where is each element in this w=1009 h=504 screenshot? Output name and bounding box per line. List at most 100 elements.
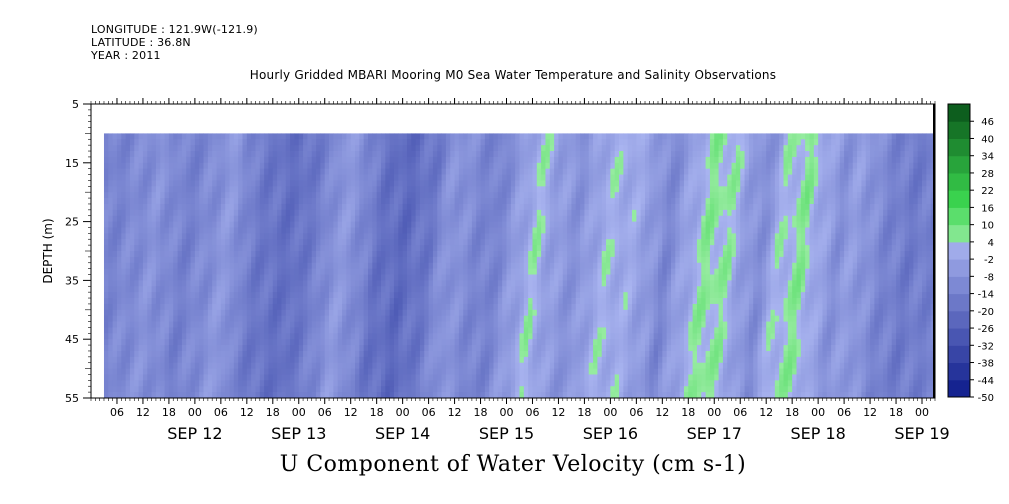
heatmap-cell <box>303 221 308 228</box>
heatmap-cell <box>203 286 209 293</box>
heatmap-cell <box>212 145 217 152</box>
heatmap-cell <box>437 239 442 246</box>
heatmap-cell <box>229 251 235 258</box>
heatmap-cell <box>272 356 278 364</box>
heatmap-cell <box>398 280 404 287</box>
heatmap-cell <box>476 327 481 334</box>
heatmap-cell <box>493 274 499 281</box>
heatmap-cell <box>359 386 365 393</box>
heatmap-cell <box>281 350 287 358</box>
heatmap-cell <box>121 198 127 205</box>
heatmap-cell <box>190 333 196 340</box>
heatmap-cell <box>350 274 356 281</box>
heatmap-cell <box>294 350 300 358</box>
heatmap-cell <box>562 233 568 240</box>
heatmap-cell <box>432 321 438 328</box>
heatmap-cell <box>467 368 473 375</box>
heatmap-cell <box>562 286 568 293</box>
heatmap-cell <box>160 209 165 217</box>
heatmap-cell <box>168 327 174 334</box>
heatmap-cell <box>134 221 140 228</box>
heatmap-cell <box>134 186 140 193</box>
heatmap-cell <box>510 386 516 393</box>
heatmap-cell <box>129 356 135 364</box>
heatmap-cell <box>116 168 122 175</box>
heatmap-cell <box>545 268 551 275</box>
heatmap-cell <box>350 345 356 352</box>
heatmap-cell <box>151 298 157 305</box>
heatmap-cell <box>558 292 564 299</box>
heatmap-cell <box>437 198 442 205</box>
heatmap-cell <box>363 268 369 275</box>
heatmap-cell <box>142 262 148 270</box>
heatmap-cell <box>129 392 135 399</box>
heatmap-cell <box>186 280 191 287</box>
heatmap-cell <box>562 292 568 299</box>
heatmap-cell <box>103 368 109 375</box>
heatmap-cell <box>506 368 512 375</box>
heatmap-cell <box>129 256 135 264</box>
heatmap-cell <box>342 139 347 146</box>
heatmap-cell <box>428 356 434 364</box>
heatmap-cell <box>575 386 581 393</box>
heatmap-cell <box>212 262 217 270</box>
heatmap-cell <box>251 186 256 193</box>
heatmap-cell <box>484 262 490 270</box>
heatmap-cell <box>467 339 473 346</box>
heatmap-cell <box>333 133 339 140</box>
heatmap-cell <box>471 203 477 211</box>
heatmap-cell <box>398 292 404 299</box>
heatmap-cell <box>497 145 503 152</box>
heatmap-cell <box>138 339 144 346</box>
heatmap-cell <box>320 321 326 328</box>
heatmap-cell <box>571 203 577 211</box>
heatmap-cell <box>285 174 291 181</box>
heatmap-cell <box>112 262 118 270</box>
heatmap-cell <box>129 186 135 193</box>
heatmap-cell <box>212 198 217 205</box>
heatmap-cell <box>467 256 473 264</box>
heatmap-cell <box>549 145 555 152</box>
heatmap-cell <box>168 156 174 164</box>
heatmap-cell <box>147 345 152 352</box>
heatmap-cell <box>121 168 127 175</box>
heatmap-cell <box>255 239 261 246</box>
heatmap-cell <box>541 386 546 393</box>
heatmap-cell <box>445 174 451 181</box>
heatmap-cell <box>355 174 360 181</box>
heatmap-cell <box>108 168 114 175</box>
heatmap-cell <box>567 315 572 322</box>
heatmap-cell <box>571 345 577 352</box>
heatmap-cell <box>229 151 235 158</box>
heatmap-cell <box>346 333 352 340</box>
heatmap-cell <box>207 333 213 340</box>
heatmap-cell <box>411 333 417 340</box>
heatmap-cell <box>138 245 144 252</box>
heatmap-cell <box>567 174 572 181</box>
heatmap-cell <box>220 327 226 334</box>
heatmap-cell <box>510 198 516 205</box>
heatmap-cell <box>121 380 127 387</box>
heatmap-cell <box>220 203 226 211</box>
heatmap-cell <box>484 303 490 311</box>
heatmap-cell <box>424 380 429 387</box>
heatmap-cell <box>359 333 365 340</box>
heatmap-cell <box>554 392 559 399</box>
heatmap-cell <box>194 339 200 346</box>
heatmap-cell <box>238 345 243 352</box>
heatmap-cell <box>342 133 347 140</box>
heatmap-cell <box>207 339 213 346</box>
heatmap-cell <box>368 268 373 275</box>
heatmap-cell <box>242 215 248 222</box>
heatmap-cell <box>415 303 421 311</box>
heatmap-cell <box>298 233 304 240</box>
heatmap-cell <box>567 162 572 170</box>
heatmap-cell <box>346 392 352 399</box>
heatmap-cell <box>186 168 191 175</box>
heatmap-cell <box>510 168 516 175</box>
heatmap-cell <box>225 362 230 369</box>
heatmap-cell <box>281 156 287 164</box>
heatmap-cell <box>259 168 265 175</box>
heatmap-cell <box>519 251 525 258</box>
heatmap-cell <box>324 280 330 287</box>
